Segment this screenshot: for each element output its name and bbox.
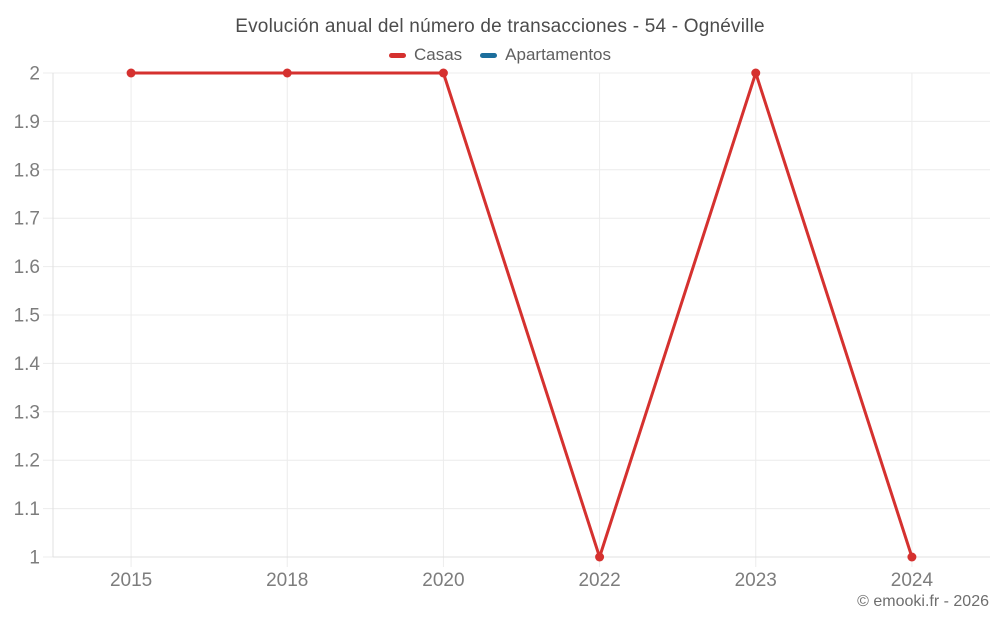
y-axis-tick-label: 1.9: [14, 112, 40, 133]
y-axis-tick-label: 2: [29, 64, 40, 85]
copyright-credit: © emooki.fr - 2026: [857, 593, 989, 610]
y-axis-tick-label: 1.4: [14, 354, 41, 375]
y-axis-tick-label: 1: [29, 548, 40, 569]
legend-swatch-apartamentos: [480, 52, 498, 58]
y-axis-tick-label: 1.2: [14, 451, 40, 472]
y-axis-tick-label: 1.3: [14, 402, 40, 423]
x-axis-tick-label: 2018: [266, 570, 308, 591]
data-point-casas-2015[interactable]: [126, 68, 136, 78]
data-point-casas-2020[interactable]: [438, 68, 448, 78]
y-axis-tick-label: 1.6: [14, 257, 40, 278]
legend-item-apartamentos[interactable]: Apartamentos: [480, 45, 611, 65]
y-axis-tick-label: 1.8: [14, 160, 40, 181]
x-axis-tick-label: 2020: [422, 570, 464, 591]
data-point-casas-2022[interactable]: [595, 552, 605, 562]
legend: Casas Apartamentos: [0, 45, 1000, 65]
data-point-casas-2023[interactable]: [751, 68, 761, 78]
x-axis-tick-label: 2022: [578, 570, 620, 591]
legend-label: Casas: [413, 45, 463, 64]
y-axis-tick-label: 1.7: [14, 209, 40, 230]
y-axis-tick-label: 1.5: [14, 306, 40, 327]
legend-swatch-casas: [388, 52, 406, 58]
legend-label: Apartamentos: [505, 45, 612, 64]
chart-title: Evolución anual del número de transaccio…: [235, 16, 765, 37]
x-axis-tick-label: 2015: [110, 570, 152, 591]
legend-item-casas[interactable]: Casas: [388, 45, 463, 65]
data-point-casas-2024[interactable]: [907, 552, 917, 562]
x-axis-tick-label: 2023: [735, 570, 777, 591]
series-line-casas: [129, 71, 914, 559]
x-axis-tick-label: 2024: [891, 570, 934, 591]
data-point-casas-2018[interactable]: [282, 68, 292, 78]
y-axis-tick-label: 1.1: [14, 499, 40, 520]
